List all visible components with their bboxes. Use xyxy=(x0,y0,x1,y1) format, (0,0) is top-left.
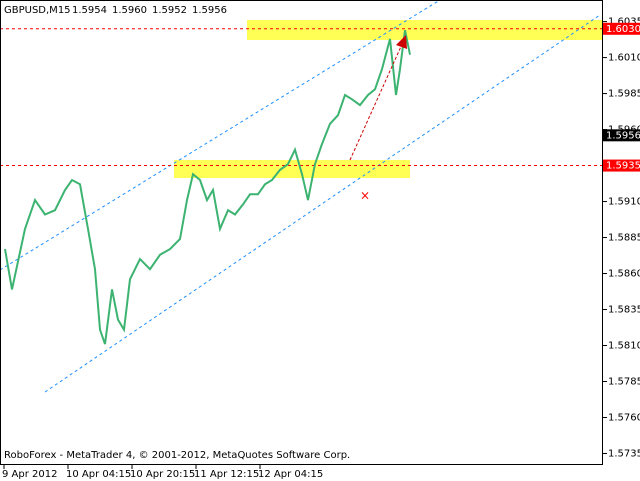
cross-marker: × xyxy=(360,189,370,203)
ohlc-value: 1.5960 xyxy=(112,5,147,16)
y-tick-label: 1.5985 xyxy=(608,89,640,100)
plot-frame xyxy=(0,0,603,465)
price-line xyxy=(4,30,411,345)
resistance-zone xyxy=(247,20,603,40)
forecast: × xyxy=(349,35,407,203)
channel xyxy=(0,0,601,393)
y-tick-label: 1.6010 xyxy=(608,53,640,64)
footer: RoboForex - MetaTrader 4, © 2001-2012, M… xyxy=(4,450,350,461)
y-tick-label: 1.5885 xyxy=(608,233,640,244)
ohlc-value: 1.5956 xyxy=(192,5,227,16)
level-label: 1.6030 xyxy=(606,24,640,35)
x-tick-label: 10 Apr 04:15 xyxy=(66,469,131,480)
y-tick-label: 1.5860 xyxy=(608,269,640,280)
current-price-box xyxy=(603,129,640,142)
current-price-label: 1.5956 xyxy=(606,130,640,141)
y-tick-label: 1.5760 xyxy=(608,412,640,423)
ohlc-value: 1.5952 xyxy=(152,5,187,16)
level-label-box xyxy=(603,22,640,35)
y-tick-label: 1.5835 xyxy=(608,305,640,316)
x-tick-label: 12 Apr 04:15 xyxy=(258,469,323,480)
chart-title: GBPUSD,M15 xyxy=(4,5,71,16)
ohlc-value: 1.5954 xyxy=(72,5,107,16)
y-tick-label: 1.5785 xyxy=(608,377,640,388)
support-zone xyxy=(174,160,410,178)
arrow-head xyxy=(396,35,407,49)
x-tick-label: 11 Apr 12:15 xyxy=(194,469,259,480)
x-tick-label: 9 Apr 2012 xyxy=(2,469,57,480)
level-label-box xyxy=(603,159,640,172)
y-tick-label: 1.5910 xyxy=(608,197,640,208)
y-tick-label: 1.6035 xyxy=(608,17,640,28)
channel-line xyxy=(44,14,601,393)
level-label: 1.5935 xyxy=(606,161,640,172)
x-tick-label: 10 Apr 20:15 xyxy=(130,469,195,480)
zones xyxy=(174,20,603,178)
y-tick-label: 1.5735 xyxy=(608,448,640,459)
y-tick-label: 1.5810 xyxy=(608,341,640,352)
forecast-arrow xyxy=(349,41,404,161)
channel-line xyxy=(0,0,441,271)
